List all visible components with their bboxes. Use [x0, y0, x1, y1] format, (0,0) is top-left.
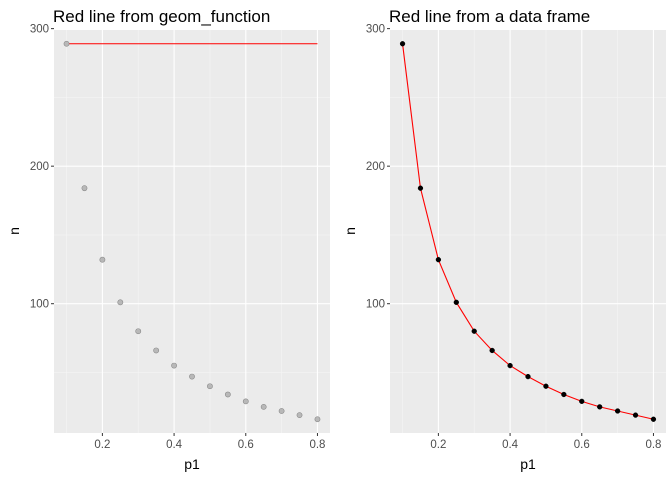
data-point: [507, 362, 513, 369]
data-point: [543, 383, 549, 389]
x-tick-label: 0.4: [502, 439, 519, 451]
x-tick-label: 0.2: [430, 439, 446, 451]
y-tick-label: 200: [30, 161, 49, 173]
data-point: [63, 40, 70, 47]
y-tick-label: 200: [366, 161, 385, 173]
data-point: [597, 404, 603, 410]
x-axis-title-left: p1: [184, 456, 200, 472]
data-point: [81, 185, 88, 192]
y-tick-labels-left: 100 200 300: [30, 24, 54, 311]
points-left: [63, 40, 321, 423]
data-point: [117, 299, 124, 306]
y-axis-title-right: n: [342, 227, 358, 235]
data-point: [153, 347, 160, 354]
gridlines-left: [54, 28, 330, 433]
data-point: [189, 373, 195, 380]
data-point: [135, 328, 142, 335]
data-point: [489, 347, 495, 354]
x-tick-label: 0.2: [94, 439, 110, 451]
y-tick-label: 300: [30, 24, 49, 36]
chart-title-right: Red line from a data frame: [389, 7, 590, 26]
data-point: [614, 408, 621, 414]
data-point: [399, 41, 406, 47]
data-point: [650, 416, 657, 422]
data-point: [453, 299, 459, 305]
data-point: [278, 408, 285, 414]
x-tick-labels-left: 0.2 0.4 0.6 0.8: [94, 433, 325, 451]
points-right: [399, 41, 657, 422]
x-tick-label: 0.6: [238, 439, 254, 451]
data-point: [296, 412, 303, 419]
x-tick-label: 0.8: [309, 439, 325, 451]
data-point: [435, 257, 442, 263]
data-point: [242, 398, 249, 405]
x-tick-label: 0.4: [166, 439, 183, 451]
data-point: [561, 391, 567, 398]
chart-right: Red line from a data frame 0.2 0.4 0.6 0.8 …: [342, 7, 666, 472]
x-tick-labels-right: 0.2 0.4 0.6 0.8: [430, 433, 661, 451]
data-point: [632, 412, 639, 418]
data-point: [99, 256, 106, 263]
y-axis-title-left: n: [6, 227, 22, 235]
data-point: [224, 391, 231, 398]
data-point: [579, 398, 585, 405]
data-point: [207, 383, 213, 390]
data-point: [314, 416, 321, 423]
y-tick-labels-right: 100 200 300: [366, 24, 390, 311]
y-tick-label: 300: [366, 24, 385, 36]
y-tick-label: 100: [30, 299, 49, 311]
data-point: [417, 185, 424, 191]
x-axis-title-right: p1: [520, 456, 536, 472]
chart-title-left: Red line from geom_function: [53, 7, 270, 26]
data-point: [171, 362, 177, 369]
data-point: [525, 373, 531, 380]
x-tick-label: 0.8: [645, 439, 661, 451]
y-tick-label: 100: [366, 299, 385, 311]
data-point: [260, 403, 267, 410]
x-tick-label: 0.6: [574, 439, 590, 451]
chart-left: Red line from geom_function 0.2 0.4 0.6 0.8…: [6, 7, 330, 472]
data-point: [471, 328, 477, 334]
